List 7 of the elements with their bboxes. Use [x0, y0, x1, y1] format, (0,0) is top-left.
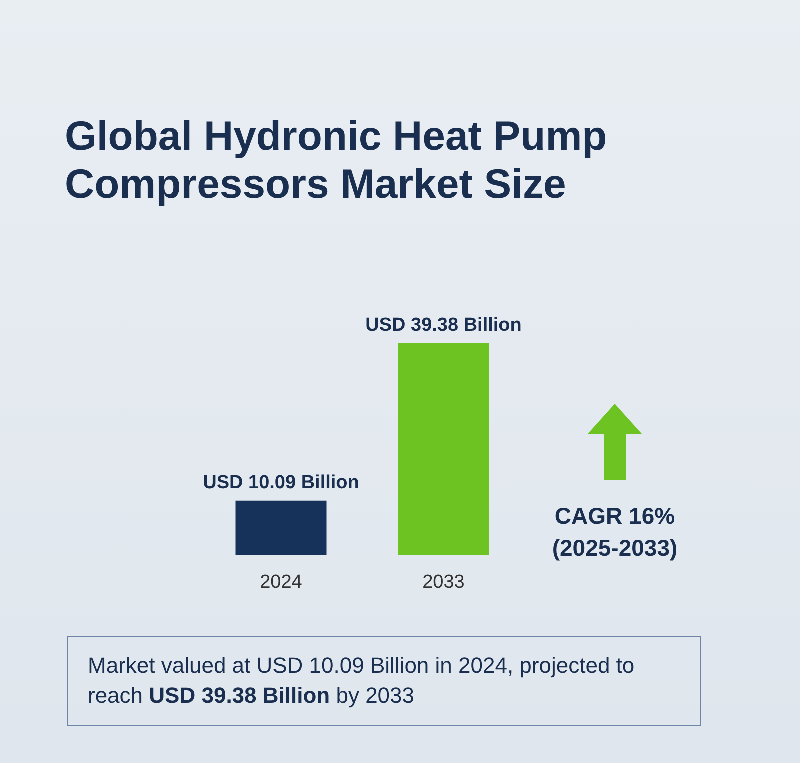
chart-title: Global Hydronic Heat Pump Compressors Market Size	[65, 112, 608, 208]
text: Market valued at USD 10.09 Billion in 2024, projected to reach USD 39.38 Billion by 2033	[67, 636, 701, 726]
text: CAGR 16% (2025-2033)	[551, 502, 679, 563]
x-tick-label: 2033	[422, 572, 465, 593]
x-tick-label: 2024	[260, 572, 303, 593]
data-label: USD 39.38 Billion	[366, 315, 522, 336]
data-label: USD 10.09 Billion	[203, 472, 360, 494]
